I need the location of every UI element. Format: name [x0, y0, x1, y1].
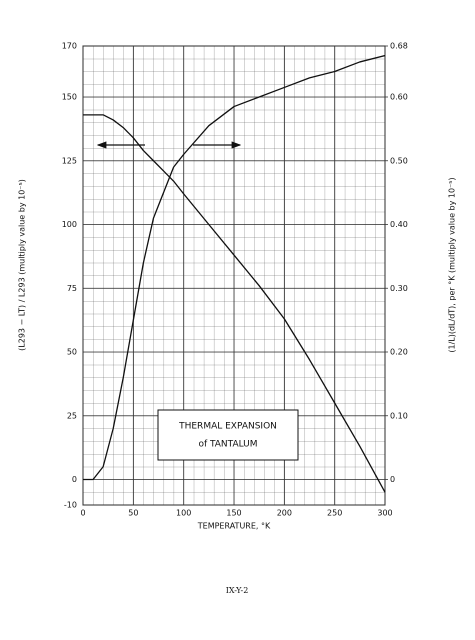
x-tick-label: 150 — [226, 509, 241, 518]
x-tick-label: 50 — [128, 509, 138, 518]
y-tick-label: 150 — [62, 93, 77, 102]
x-tick-label: 100 — [176, 509, 191, 518]
y-tick-label: 0 — [72, 475, 77, 484]
y-tick-label: 25 — [67, 411, 77, 420]
line — [83, 114, 386, 493]
y-tick-label: -10 — [64, 501, 77, 510]
page-label: IX-Y-2 — [226, 586, 249, 595]
y-axis-label: (L293 − LT) / L293 (multiply value by 10… — [18, 179, 27, 351]
y-tick-label: 125 — [62, 156, 77, 165]
y-tick-label: 100 — [62, 220, 77, 229]
y2-tick-label: 0.20 — [390, 348, 408, 357]
title-box — [157, 409, 299, 461]
x-tick-label: 0 — [80, 509, 85, 518]
y-tick-label: 50 — [67, 348, 77, 357]
curves — [83, 54, 386, 493]
y2-tick-label: 0 — [390, 475, 395, 484]
x-axis-label: TEMPERATURE, °K — [197, 522, 271, 531]
y2-tick-label: 0.50 — [390, 156, 408, 165]
y-tick-label: 170 — [62, 42, 77, 51]
chart-title: of TANTALUM — [198, 440, 257, 450]
line — [83, 54, 386, 481]
y2-tick-label: 0.60 — [390, 93, 408, 102]
y2-axis-label: (1/L)(dL/dT), per °K (multiply value by … — [448, 177, 457, 352]
y2-tick-label: 0.10 — [390, 411, 408, 420]
x-tick-label: 200 — [277, 509, 292, 518]
chart-title: THERMAL EXPANSION — [178, 422, 277, 432]
y2-tick-label: 0.40 — [390, 220, 408, 229]
y2-tick-label: 0.30 — [390, 284, 408, 293]
x-tick-label: 300 — [377, 509, 392, 518]
x-tick-label: 250 — [327, 509, 342, 518]
y2-tick-label: 0.68 — [390, 42, 408, 51]
y-tick-label: 75 — [67, 284, 77, 293]
